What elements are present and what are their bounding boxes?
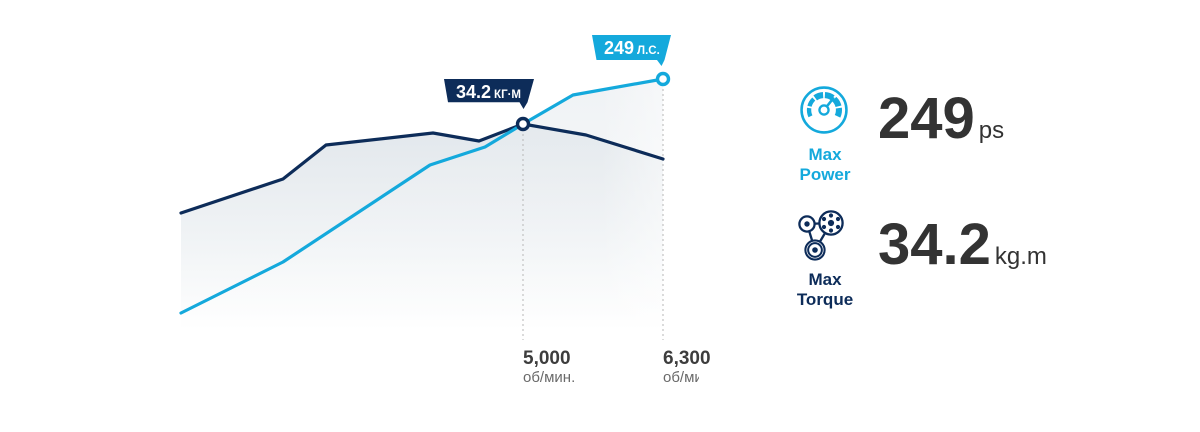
svg-text:Max: Max (808, 145, 842, 164)
svg-text:Power: Power (799, 165, 850, 184)
svg-text:Torque: Torque (797, 290, 853, 309)
svg-text:Max: Max (808, 270, 842, 289)
svg-text:34.2kg.m: 34.2 kg.m (878, 212, 1047, 277)
